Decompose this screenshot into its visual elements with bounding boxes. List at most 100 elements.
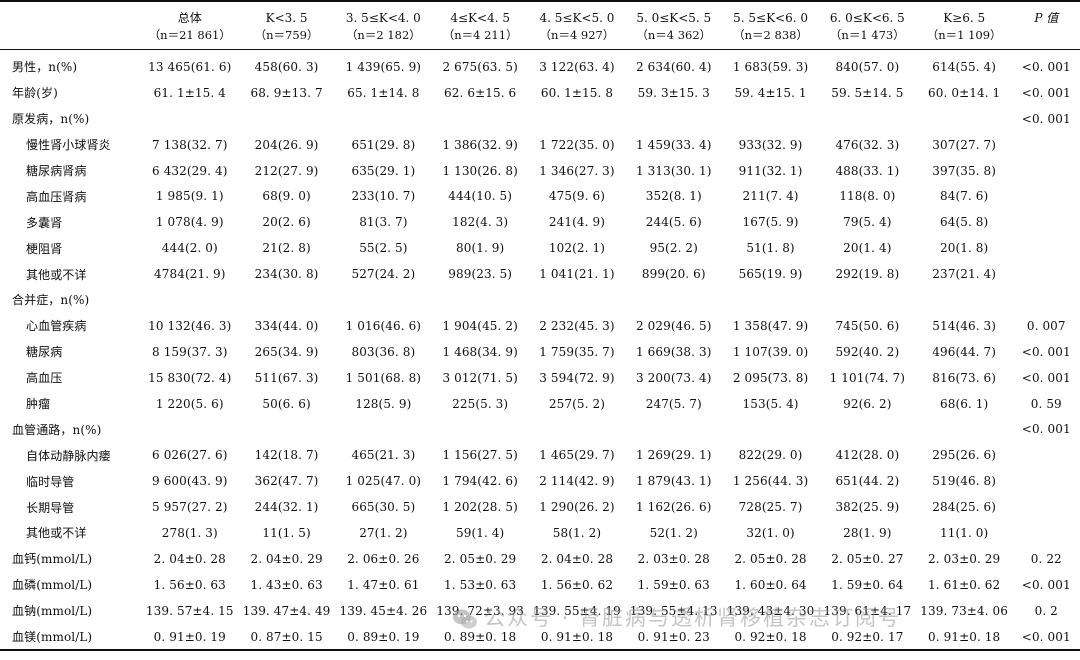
table-cell: 139. 43±4. 30 — [726, 603, 815, 618]
table-cell: 2. 04±0. 29 — [250, 551, 323, 566]
table-cell: 0. 91±0. 18 — [915, 623, 1013, 652]
table-cell: 565(19. 9) — [738, 267, 803, 282]
table-cell: 95(2. 2) — [649, 241, 698, 256]
table-cell — [529, 287, 626, 313]
table-cell: 2. 05±0. 28 — [734, 551, 807, 566]
table-cell: 284(25. 6) — [932, 500, 997, 515]
table-cell — [625, 287, 722, 313]
column-header-label: 6. 0≤K<6. 5 — [829, 11, 905, 25]
table-cell — [432, 106, 529, 132]
table-cell: 8 159(37. 3) — [152, 344, 228, 359]
table-cell: 911(32. 1) — [738, 163, 803, 178]
table-cell: 68(6. 1) — [939, 396, 989, 411]
table-cell: 9 600(43. 9) — [152, 474, 228, 489]
table-row: 糖尿病肾病 6 432(29. 4) 212(27. 9) 635(29. 1) 1 1… — [0, 158, 1080, 184]
table-row: 其他或不详 278(1. 3) 11(1. 5) 27(1. 2) 59(1. 4) 58… — [0, 520, 1080, 546]
table-cell: 527(24. 2) — [351, 267, 416, 282]
table-cell: 244(5. 6) — [645, 215, 702, 230]
row-label: 肿瘤 — [26, 397, 51, 412]
table-cell: 3 012(71. 5) — [442, 370, 518, 385]
table-cell: 1 162(26. 6) — [636, 500, 712, 515]
table-cell: 635(29. 1) — [351, 163, 416, 178]
table-row: 原发病，n(%) <0. 001 — [0, 106, 1080, 132]
table-cell: 2 029(46. 5) — [636, 318, 712, 333]
table-cell: 102(2. 1) — [548, 241, 605, 256]
column-header: 3. 5≤K<4. 0 （n＝2 182） — [334, 0, 432, 50]
table-cell: 1 985(9. 1) — [155, 189, 224, 204]
table-row: 慢性肾小球肾炎 7 138(32. 7) 204(26. 9) 651(29. 8) 1… — [0, 132, 1080, 158]
row-label: 糖尿病 — [26, 345, 63, 360]
table-cell — [722, 287, 819, 313]
table-cell: 1 501(68. 8) — [345, 370, 422, 385]
table-cell: 211(7. 4) — [742, 189, 799, 204]
table-cell: 0. 87±0. 15 — [238, 623, 335, 652]
table-row: 临时导管 9 600(43. 9) 362(47. 7) 1 025(47. 0) 1 … — [0, 468, 1080, 494]
table-cell — [238, 416, 335, 442]
table-cell: 1 290(26. 2) — [539, 500, 615, 515]
table-row: 长期导管 5 957(27. 2) 244(32. 1) 665(30. 5) 1 20… — [0, 494, 1080, 520]
p-value-cell: 0. 22 — [1030, 551, 1062, 566]
table-cell: 0. 92±0. 18 — [722, 623, 819, 652]
table-cell: 139. 72±3. 93 — [436, 603, 525, 618]
table-cell: 118(8. 0) — [839, 189, 896, 204]
table-cell: 1 759(35. 7) — [539, 344, 615, 359]
table-cell: 139. 57±4. 15 — [145, 603, 234, 618]
table-cell: 247(5. 7) — [645, 396, 702, 411]
column-header: 总体 （n＝21 861） — [141, 0, 239, 50]
table-cell: 1. 59±0. 63 — [637, 577, 710, 592]
table-cell: 182(4. 3) — [452, 215, 509, 230]
table-cell: 61. 1±15. 4 — [153, 85, 226, 100]
table-cell — [335, 106, 432, 132]
table-cell: 139. 55±4. 19 — [533, 603, 621, 618]
table-cell: 212(27. 9) — [254, 163, 319, 178]
column-header-n: （n＝759） — [254, 28, 319, 42]
table-cell: 292(19. 8) — [835, 267, 900, 282]
p-value-cell: <0. 001 — [1021, 577, 1071, 592]
table-cell — [819, 416, 916, 442]
table-cell: 476(32. 3) — [835, 137, 900, 152]
table-cell: 444(10. 5) — [448, 189, 513, 204]
row-label: 糖尿病肾病 — [26, 164, 87, 178]
table-cell: 204(26. 9) — [254, 137, 319, 152]
column-header: 4≤K<4. 5 （n＝4 211） — [431, 0, 529, 50]
table-row: 梗阻肾 444(2. 0) 21(2. 8) 55(2. 5) 80(1. 9) 102(… — [0, 235, 1080, 261]
row-label: 自体动静脉内瘘 — [26, 448, 111, 463]
table-cell: 244(32. 1) — [254, 500, 319, 515]
table-cell: 68(9. 0) — [262, 189, 311, 204]
table-cell: 816(73. 6) — [932, 370, 997, 385]
table-cell: 139. 73±4. 06 — [920, 603, 1008, 618]
table-cell: 840(57. 0) — [835, 59, 900, 74]
table-header: 总体 （n＝21 861） K<3. 5 （n＝759） 3. 5≤K<4. 0 （n＝2… — [0, 0, 1080, 50]
column-header-label: 3. 5≤K<4. 0 — [345, 11, 421, 25]
table-cell: 745(50. 6) — [835, 318, 900, 333]
table-cell: 1 722(35. 0) — [539, 137, 615, 152]
p-value-cell: <0. 001 — [1021, 370, 1071, 385]
table-cell: 1. 53±0. 63 — [444, 577, 517, 592]
table-cell: 2 675(63. 5) — [442, 59, 518, 74]
table-cell: 237(21. 4) — [932, 267, 997, 282]
table-cell: 6 026(27. 6) — [152, 448, 228, 463]
table-cell: 265(34. 9) — [254, 344, 319, 359]
table-cell: 592(40. 2) — [835, 344, 900, 359]
table-cell: 307(27. 7) — [932, 137, 997, 152]
row-label: 男性，n(%) — [12, 60, 78, 75]
column-header-label: 4. 5≤K<5. 0 — [539, 11, 615, 25]
table-cell: 142(18. 7) — [254, 448, 319, 463]
table-cell — [335, 416, 432, 442]
table-cell: 1. 56±0. 63 — [153, 577, 226, 592]
table-cell: 55(2. 5) — [359, 241, 408, 256]
table-cell: 7 138(32. 7) — [152, 137, 228, 152]
table-cell: 153(5. 4) — [742, 396, 799, 411]
header-row: 总体 （n＝21 861） K<3. 5 （n＝759） 3. 5≤K<4. 0 （n＝2… — [0, 0, 1080, 50]
table-cell: 1 041(21. 1) — [539, 267, 615, 282]
table-cell: 139. 47±4. 49 — [242, 603, 331, 618]
table-cell: 933(32. 9) — [738, 137, 803, 152]
p-value-cell — [1013, 132, 1080, 158]
table-cell: 1 269(29. 1) — [636, 448, 712, 463]
table-cell: 1 346(27. 3) — [539, 163, 615, 178]
table-cell — [722, 106, 819, 132]
p-value-cell — [1013, 494, 1080, 520]
table-row: 多囊肾 1 078(4. 9) 20(2. 6) 81(3. 7) 182(4. 3) 2… — [0, 209, 1080, 235]
